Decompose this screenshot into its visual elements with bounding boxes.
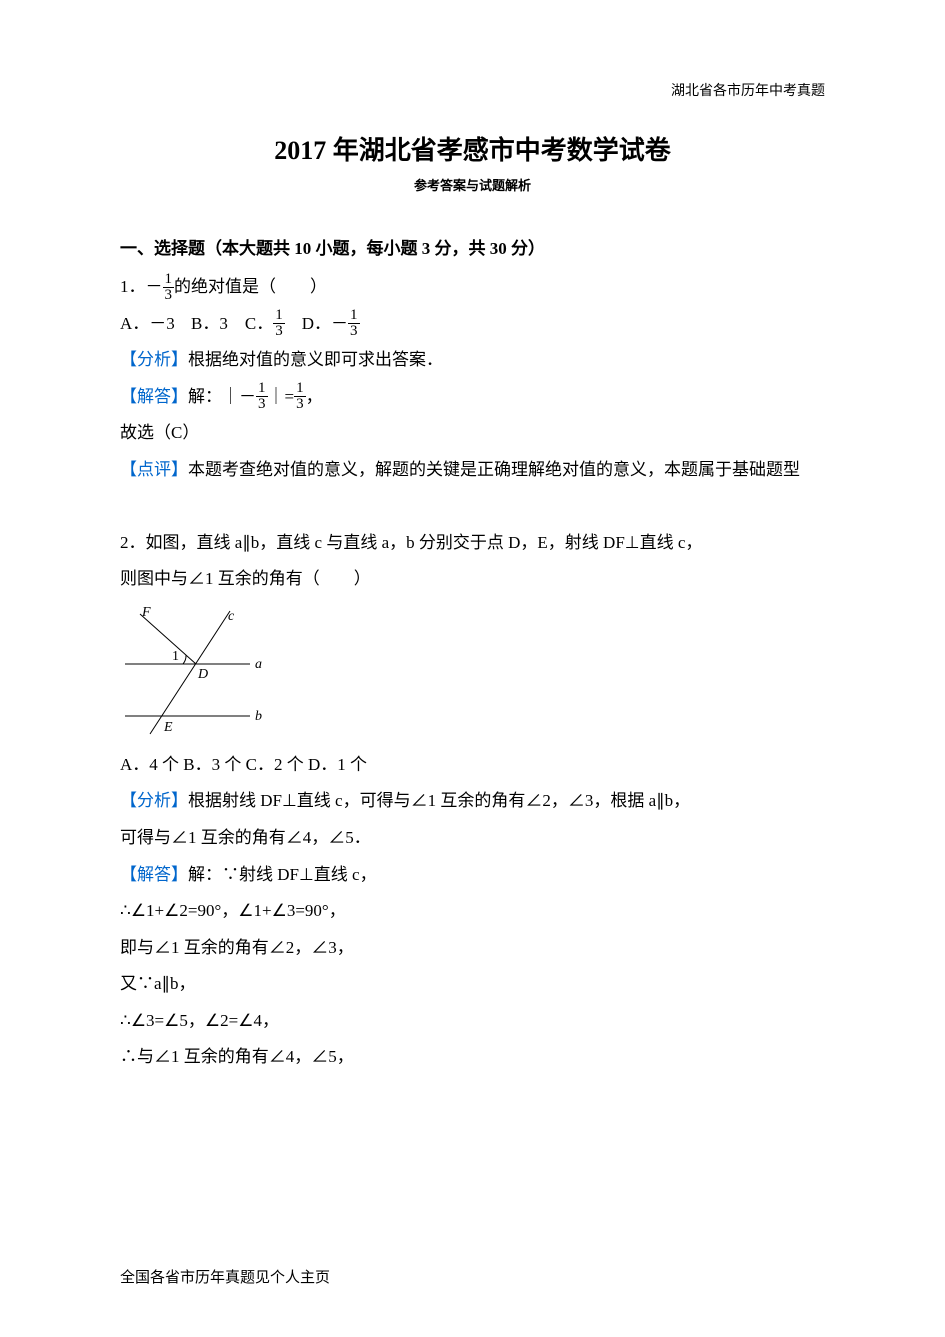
solve-label: 【解答】 (120, 387, 188, 406)
analysis-label: 【分析】 (120, 350, 188, 369)
q1-stem-a: 1．－ (120, 277, 163, 296)
label-a: a (255, 657, 262, 672)
q2-diagram: F c a b D E 1 (120, 606, 825, 741)
fraction-1-3: 13 (256, 381, 268, 412)
fraction-1-3: 13 (348, 308, 360, 339)
q2-s5: ∴∠3=∠5，∠2=∠4， (120, 1003, 825, 1040)
line-f (140, 614, 196, 664)
label-D: D (197, 667, 208, 682)
angle-arc (183, 655, 186, 664)
q2-opt-b: B．3 个 (183, 755, 241, 774)
solve-label: 【解答】 (120, 865, 188, 884)
header-province: 湖北省各市历年中考真题 (671, 80, 825, 100)
q2-s1: 解：∵射线 DF⊥直线 c， (188, 865, 377, 884)
q1-solve: 【解答】解：｜－13｜=13， (120, 379, 825, 416)
q2-analysis-1: 【分析】根据射线 DF⊥直线 c，可得与∠1 互余的角有∠2，∠3，根据 a∥b… (120, 783, 825, 820)
label-E: E (163, 720, 173, 735)
q2-options: A．4 个 B．3 个 C．2 个 D．1 个 (120, 747, 825, 784)
q2-opt-a: A．4 个 (120, 755, 179, 774)
footer-note: 全国各省市历年真题见个人主页 (120, 1266, 330, 1287)
q1-stem-b: 的绝对值是（ ） (174, 277, 327, 296)
q1-analysis: 【分析】根据绝对值的意义即可求出答案． (120, 342, 825, 379)
q2-opt-c: C．2 个 (246, 755, 304, 774)
q2-s2: ∴∠1+∠2=90°，∠1+∠3=90°， (120, 893, 825, 930)
q1-opt-a: A．－3 (120, 314, 175, 333)
label-1: 1 (172, 649, 179, 664)
q2-s3: 即与∠1 互余的角有∠2，∠3， (120, 930, 825, 967)
fraction-1-3: 13 (163, 272, 175, 303)
q1-choice: 故选（C） (120, 415, 825, 452)
q2-analysis-2: 可得与∠1 互余的角有∠4，∠5． (120, 820, 825, 857)
label-F: F (141, 606, 151, 620)
q1-opt-d: D．－ (302, 314, 348, 333)
q2-stem-1: 2．如图，直线 a∥b，直线 c 与直线 a，b 分别交于点 D，E，射线 DF… (120, 525, 825, 562)
section-1-header: 一、选择题（本大题共 10 小题，每小题 3 分，共 30 分） (120, 234, 825, 259)
q2-stem-2: 则图中与∠1 互余的角有（ ） (120, 561, 825, 598)
q1-solve-a: 解：｜－ (188, 387, 256, 406)
comment-label: 【点评】 (120, 460, 188, 479)
q1-stem: 1．－13的绝对值是（ ） (120, 269, 825, 306)
page: 湖北省各市历年中考真题 2017 年湖北省孝感市中考数学试卷 参考答案与试题解析… (0, 0, 945, 1337)
q1-comment: 【点评】本题考查绝对值的意义，解题的关键是正确理解绝对值的意义，本题属于基础题型 (120, 452, 825, 489)
q2-analysis1-text: 根据射线 DF⊥直线 c，可得与∠1 互余的角有∠2，∠3，根据 a∥b， (188, 791, 690, 810)
fraction-1-3: 13 (294, 381, 306, 412)
label-c: c (228, 609, 235, 624)
q1-opt-b: B．3 (191, 314, 228, 333)
q1-solve-c: ， (306, 387, 323, 406)
fraction-1-3: 13 (273, 308, 285, 339)
q1-opt-c: C． (245, 314, 273, 333)
spacer (120, 488, 825, 525)
q1-analysis-text: 根据绝对值的意义即可求出答案． (188, 350, 443, 369)
q1-solve-b: ｜= (268, 387, 295, 406)
geometry-figure: F c a b D E 1 (120, 606, 275, 736)
q1-options: A．－3 B．3 C．13 D．－13 (120, 306, 825, 343)
exam-title: 2017 年湖北省孝感市中考数学试卷 (120, 130, 825, 167)
exam-subtitle: 参考答案与试题解析 (120, 175, 825, 194)
label-b: b (255, 709, 262, 724)
q2-opt-d: D．1 个 (308, 755, 367, 774)
q2-s4: 又∵a∥b， (120, 966, 825, 1003)
q2-solve-1: 【解答】解：∵射线 DF⊥直线 c， (120, 857, 825, 894)
q2-s6: ∴与∠1 互余的角有∠4，∠5， (120, 1039, 825, 1076)
q1-comment-text: 本题考查绝对值的意义，解题的关键是正确理解绝对值的意义，本题属于基础题型 (188, 460, 800, 479)
analysis-label: 【分析】 (120, 791, 188, 810)
